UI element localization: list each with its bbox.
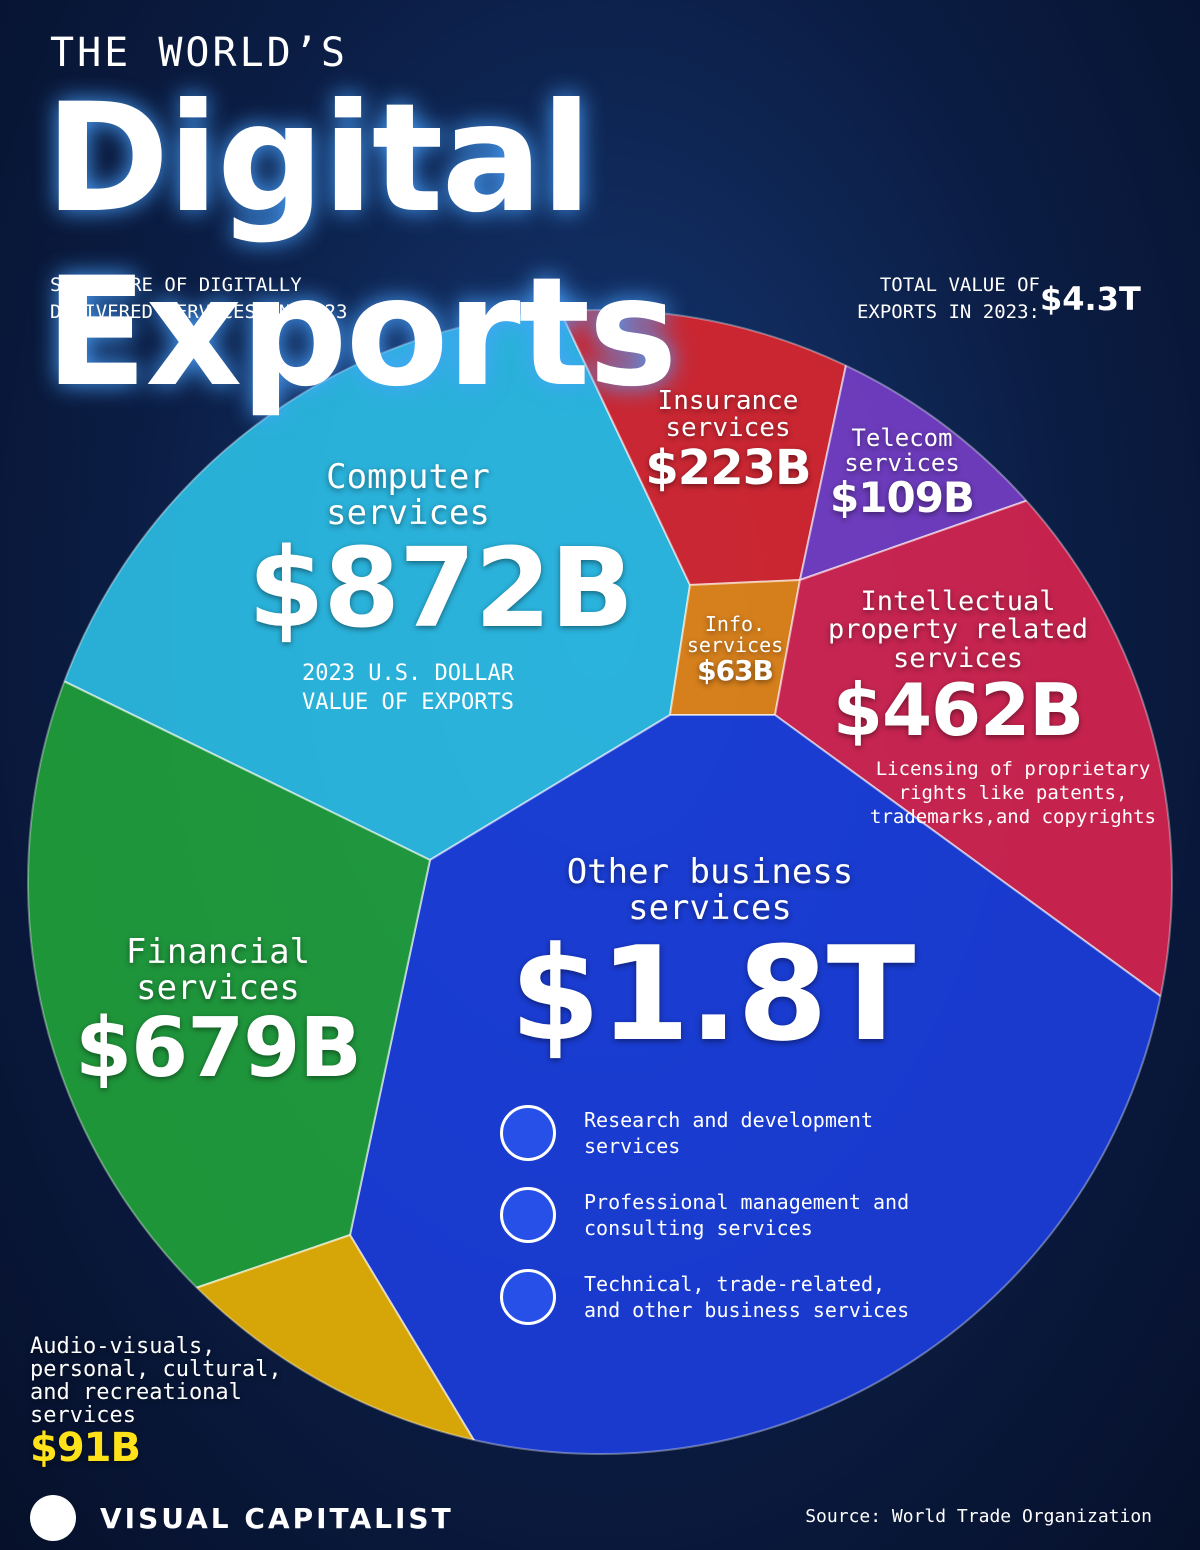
category-label: Financial services — [125, 932, 311, 1008]
value-label: $91B — [30, 1425, 141, 1472]
item-text: Research and development services — [584, 1108, 873, 1158]
cell-label: Financial services $679B — [68, 932, 368, 1097]
cell-label: Intellectual property related services $4… — [808, 586, 1108, 753]
value-label: $462B — [832, 668, 1084, 753]
item-icon — [500, 1105, 556, 1161]
item-text: Technical, trade-related, and other busi… — [584, 1272, 910, 1322]
title: Digital Exports — [45, 72, 678, 420]
value-label: $1.8T — [510, 918, 915, 1071]
item-icon — [500, 1269, 556, 1325]
category-label: Other business services — [566, 852, 854, 928]
subtitle: STRUCTURE OF DIGITALLY DELIVERED SERVICE… — [50, 274, 348, 323]
pie-outline — [27, 309, 1173, 1455]
cell-label: Telecom services $109B — [817, 424, 987, 523]
other-items: Research and development services Profess… — [500, 1105, 940, 1351]
ip-note: Licensing of proprietary rights like pat… — [870, 758, 1156, 828]
cell-label: Computer services $872B — [248, 457, 634, 653]
cell-label: Other business services $1.8T — [510, 852, 915, 1071]
value-label: $223B — [645, 439, 811, 496]
brand: VISUAL CAPITALIST — [100, 1502, 454, 1535]
kicker: THE WORLD’S — [50, 30, 348, 76]
cell-label: Audio-visuals, personal, cultural, and r… — [30, 1335, 290, 1469]
value-label: $679B — [75, 1001, 362, 1097]
item-text: Professional management and consulting s… — [584, 1190, 910, 1240]
other-item: Professional management and consulting s… — [500, 1187, 940, 1243]
cell-label: Info. services $63B — [680, 612, 790, 687]
category-label: Intellectual property related services — [827, 586, 1089, 674]
total-text: TOTAL VALUE OF EXPORTS IN 2023: — [856, 274, 1040, 323]
value-note: 2023 U.S. DOLLAR VALUE OF EXPORTS — [302, 661, 514, 715]
category-label: Info. services — [686, 612, 784, 657]
other-item: Technical, trade-related, and other busi… — [500, 1269, 940, 1325]
value-label: $109B — [830, 473, 975, 523]
category-label: Telecom services — [844, 424, 960, 478]
category-label: Insurance services — [657, 386, 799, 444]
cell-label: Insurance services $223B — [628, 386, 828, 496]
item-icon — [500, 1187, 556, 1243]
other-item: Research and development services — [500, 1105, 940, 1161]
brand-logo — [30, 1495, 76, 1541]
category-label: Audio-visuals, personal, cultural, and r… — [30, 1334, 282, 1429]
category-label: Computer services — [326, 457, 490, 533]
value-label: $872B — [248, 524, 634, 653]
total: $4.3T — [1040, 280, 1141, 318]
value-label: $63B — [697, 654, 774, 687]
source: Source: World Trade Organization — [805, 1506, 1152, 1527]
